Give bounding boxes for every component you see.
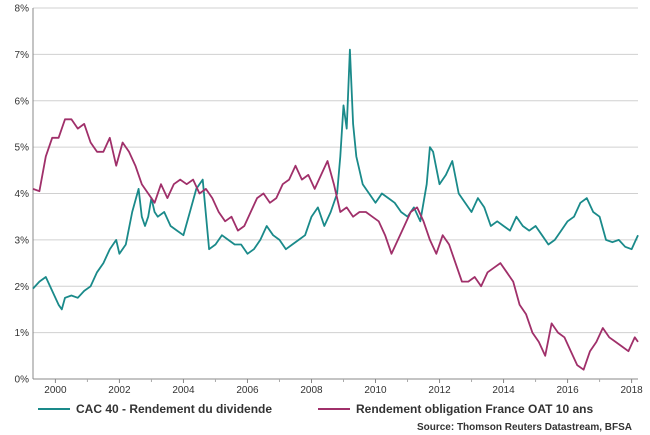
y-tick-label: 1% (15, 328, 30, 339)
x-tick-label: 2008 (300, 385, 323, 396)
x-tick-label: 2012 (428, 385, 451, 396)
y-tick-label: 5% (15, 143, 30, 154)
series-line-oat (32, 118, 639, 371)
x-tick-label: 2000 (44, 385, 67, 396)
x-tick-label: 2006 (236, 385, 259, 396)
axes: 0% 1% 2% 3% 4% 5% 6% 7% 8% 2000 2002 2004 2006 2008 20… (15, 4, 644, 397)
legend: CAC 40 - Rendement du dividende Rendemen… (38, 402, 593, 416)
series-line-cac40 (32, 48, 639, 311)
y-tick-label: 0% (15, 375, 30, 386)
x-tick-label: 2016 (556, 385, 579, 396)
y-tick-label: 6% (15, 96, 30, 107)
x-tick-label: 2014 (492, 385, 515, 396)
x-tick-label: 2002 (108, 385, 131, 396)
x-tick-label: 2010 (364, 385, 387, 396)
legend-label-cac40: CAC 40 - Rendement du dividende (76, 402, 272, 416)
y-tick-label: 2% (15, 282, 30, 293)
x-tick-label: 2018 (620, 385, 643, 396)
y-tick-label: 7% (15, 50, 30, 61)
series-lines (32, 48, 639, 371)
y-tick-label: 8% (15, 4, 30, 15)
y-tick-label: 4% (15, 189, 30, 200)
legend-label-oat: Rendement obligation France OAT 10 ans (356, 402, 593, 416)
x-tick-label: 2004 (172, 385, 195, 396)
y-tick-label: 3% (15, 235, 30, 246)
source-note: Source: Thomson Reuters Datastream, BFSA (417, 422, 632, 433)
